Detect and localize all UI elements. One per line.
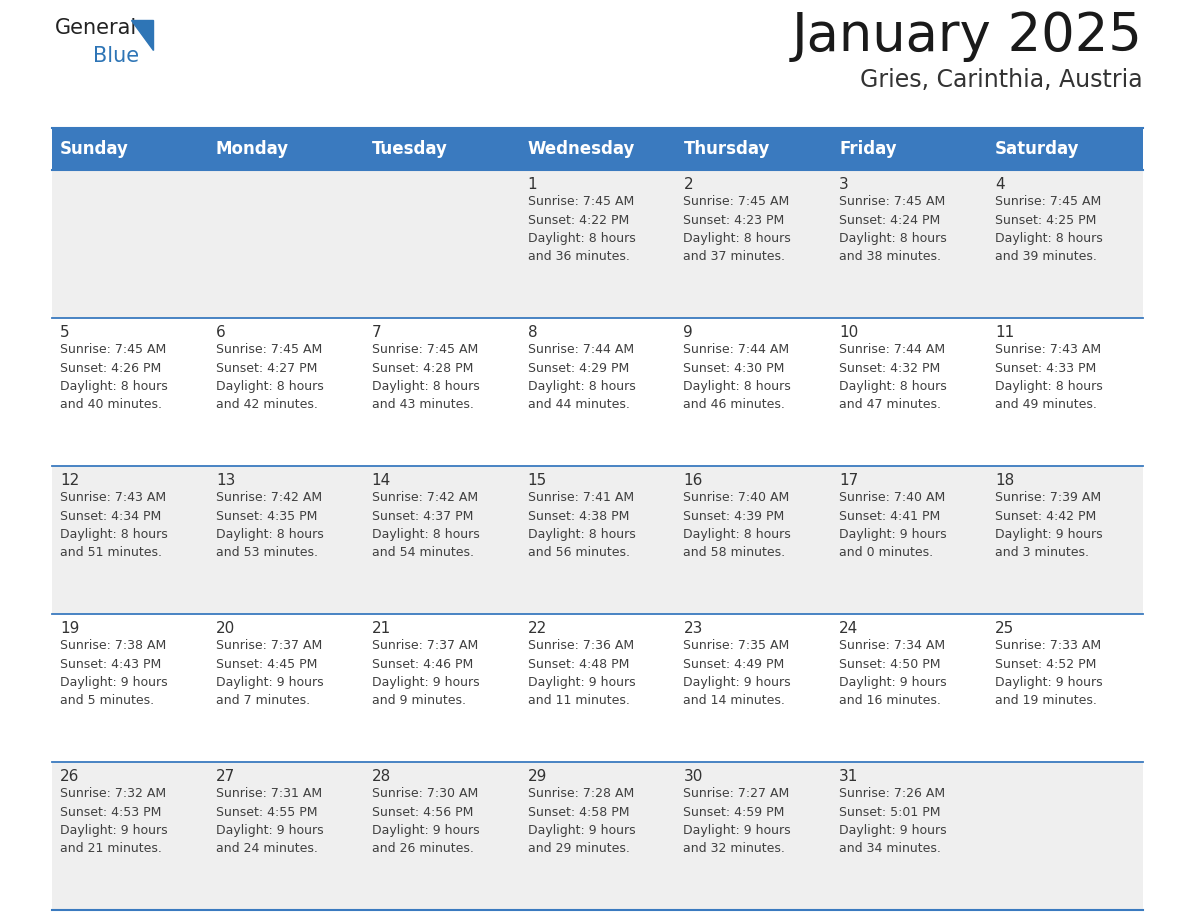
Text: Sunrise: 7:30 AM
Sunset: 4:56 PM
Daylight: 9 hours
and 26 minutes.: Sunrise: 7:30 AM Sunset: 4:56 PM Dayligh…	[372, 787, 479, 856]
Text: 20: 20	[216, 621, 235, 636]
Text: Monday: Monday	[216, 140, 289, 158]
Text: 6: 6	[216, 325, 226, 340]
Text: Sunrise: 7:41 AM
Sunset: 4:38 PM
Daylight: 8 hours
and 56 minutes.: Sunrise: 7:41 AM Sunset: 4:38 PM Dayligh…	[527, 491, 636, 559]
Text: General: General	[55, 18, 138, 38]
Text: Sunrise: 7:31 AM
Sunset: 4:55 PM
Daylight: 9 hours
and 24 minutes.: Sunrise: 7:31 AM Sunset: 4:55 PM Dayligh…	[216, 787, 323, 856]
Text: 18: 18	[996, 473, 1015, 488]
Bar	[52, 318, 1143, 466]
Text: Sunrise: 7:43 AM
Sunset: 4:34 PM
Daylight: 8 hours
and 51 minutes.: Sunrise: 7:43 AM Sunset: 4:34 PM Dayligh…	[61, 491, 168, 559]
Text: 27: 27	[216, 769, 235, 784]
Polygon shape	[131, 20, 152, 50]
Text: 8: 8	[527, 325, 537, 340]
Bar	[52, 128, 1143, 170]
Text: 24: 24	[839, 621, 859, 636]
Text: 2: 2	[683, 177, 693, 192]
Text: 16: 16	[683, 473, 703, 488]
Text: Sunrise: 7:45 AM
Sunset: 4:25 PM
Daylight: 8 hours
and 39 minutes.: Sunrise: 7:45 AM Sunset: 4:25 PM Dayligh…	[996, 195, 1102, 263]
Text: 19: 19	[61, 621, 80, 636]
Bar	[52, 762, 1143, 910]
Text: Sunrise: 7:45 AM
Sunset: 4:28 PM
Daylight: 8 hours
and 43 minutes.: Sunrise: 7:45 AM Sunset: 4:28 PM Dayligh…	[372, 343, 480, 411]
Text: 13: 13	[216, 473, 235, 488]
Text: 30: 30	[683, 769, 703, 784]
Text: Sunrise: 7:42 AM
Sunset: 4:35 PM
Daylight: 8 hours
and 53 minutes.: Sunrise: 7:42 AM Sunset: 4:35 PM Dayligh…	[216, 491, 323, 559]
Text: Sunrise: 7:34 AM
Sunset: 4:50 PM
Daylight: 9 hours
and 16 minutes.: Sunrise: 7:34 AM Sunset: 4:50 PM Dayligh…	[839, 639, 947, 708]
Text: 25: 25	[996, 621, 1015, 636]
Text: 10: 10	[839, 325, 859, 340]
Text: Friday: Friday	[839, 140, 897, 158]
Text: Sunrise: 7:45 AM
Sunset: 4:24 PM
Daylight: 8 hours
and 38 minutes.: Sunrise: 7:45 AM Sunset: 4:24 PM Dayligh…	[839, 195, 947, 263]
Text: Wednesday: Wednesday	[527, 140, 634, 158]
Text: Sunrise: 7:45 AM
Sunset: 4:22 PM
Daylight: 8 hours
and 36 minutes.: Sunrise: 7:45 AM Sunset: 4:22 PM Dayligh…	[527, 195, 636, 263]
Text: 3: 3	[839, 177, 849, 192]
Text: 26: 26	[61, 769, 80, 784]
Text: 29: 29	[527, 769, 546, 784]
Text: Sunrise: 7:37 AM
Sunset: 4:46 PM
Daylight: 9 hours
and 9 minutes.: Sunrise: 7:37 AM Sunset: 4:46 PM Dayligh…	[372, 639, 479, 708]
Text: Saturday: Saturday	[996, 140, 1080, 158]
Text: 9: 9	[683, 325, 693, 340]
Text: Sunday: Sunday	[61, 140, 128, 158]
Text: Sunrise: 7:36 AM
Sunset: 4:48 PM
Daylight: 9 hours
and 11 minutes.: Sunrise: 7:36 AM Sunset: 4:48 PM Dayligh…	[527, 639, 636, 708]
Text: Tuesday: Tuesday	[372, 140, 448, 158]
Text: Sunrise: 7:28 AM
Sunset: 4:58 PM
Daylight: 9 hours
and 29 minutes.: Sunrise: 7:28 AM Sunset: 4:58 PM Dayligh…	[527, 787, 636, 856]
Text: Sunrise: 7:40 AM
Sunset: 4:41 PM
Daylight: 9 hours
and 0 minutes.: Sunrise: 7:40 AM Sunset: 4:41 PM Dayligh…	[839, 491, 947, 559]
Bar	[52, 466, 1143, 614]
Text: 31: 31	[839, 769, 859, 784]
Text: Sunrise: 7:44 AM
Sunset: 4:29 PM
Daylight: 8 hours
and 44 minutes.: Sunrise: 7:44 AM Sunset: 4:29 PM Dayligh…	[527, 343, 636, 411]
Text: 15: 15	[527, 473, 546, 488]
Text: Thursday: Thursday	[683, 140, 770, 158]
Text: Sunrise: 7:38 AM
Sunset: 4:43 PM
Daylight: 9 hours
and 5 minutes.: Sunrise: 7:38 AM Sunset: 4:43 PM Dayligh…	[61, 639, 168, 708]
Text: Sunrise: 7:44 AM
Sunset: 4:30 PM
Daylight: 8 hours
and 46 minutes.: Sunrise: 7:44 AM Sunset: 4:30 PM Dayligh…	[683, 343, 791, 411]
Text: 23: 23	[683, 621, 703, 636]
Text: Sunrise: 7:39 AM
Sunset: 4:42 PM
Daylight: 9 hours
and 3 minutes.: Sunrise: 7:39 AM Sunset: 4:42 PM Dayligh…	[996, 491, 1102, 559]
Text: Sunrise: 7:42 AM
Sunset: 4:37 PM
Daylight: 8 hours
and 54 minutes.: Sunrise: 7:42 AM Sunset: 4:37 PM Dayligh…	[372, 491, 480, 559]
Bar	[52, 170, 1143, 318]
Text: 1: 1	[527, 177, 537, 192]
Text: 17: 17	[839, 473, 859, 488]
Text: 7: 7	[372, 325, 381, 340]
Bar	[52, 614, 1143, 762]
Text: 28: 28	[372, 769, 391, 784]
Text: Sunrise: 7:43 AM
Sunset: 4:33 PM
Daylight: 8 hours
and 49 minutes.: Sunrise: 7:43 AM Sunset: 4:33 PM Dayligh…	[996, 343, 1102, 411]
Text: 14: 14	[372, 473, 391, 488]
Text: Sunrise: 7:45 AM
Sunset: 4:27 PM
Daylight: 8 hours
and 42 minutes.: Sunrise: 7:45 AM Sunset: 4:27 PM Dayligh…	[216, 343, 323, 411]
Text: 11: 11	[996, 325, 1015, 340]
Text: 5: 5	[61, 325, 70, 340]
Text: Sunrise: 7:45 AM
Sunset: 4:23 PM
Daylight: 8 hours
and 37 minutes.: Sunrise: 7:45 AM Sunset: 4:23 PM Dayligh…	[683, 195, 791, 263]
Text: 22: 22	[527, 621, 546, 636]
Text: Sunrise: 7:37 AM
Sunset: 4:45 PM
Daylight: 9 hours
and 7 minutes.: Sunrise: 7:37 AM Sunset: 4:45 PM Dayligh…	[216, 639, 323, 708]
Text: 21: 21	[372, 621, 391, 636]
Text: 4: 4	[996, 177, 1005, 192]
Text: Sunrise: 7:35 AM
Sunset: 4:49 PM
Daylight: 9 hours
and 14 minutes.: Sunrise: 7:35 AM Sunset: 4:49 PM Dayligh…	[683, 639, 791, 708]
Text: 12: 12	[61, 473, 80, 488]
Text: Sunrise: 7:33 AM
Sunset: 4:52 PM
Daylight: 9 hours
and 19 minutes.: Sunrise: 7:33 AM Sunset: 4:52 PM Dayligh…	[996, 639, 1102, 708]
Text: Sunrise: 7:32 AM
Sunset: 4:53 PM
Daylight: 9 hours
and 21 minutes.: Sunrise: 7:32 AM Sunset: 4:53 PM Dayligh…	[61, 787, 168, 856]
Text: Sunrise: 7:40 AM
Sunset: 4:39 PM
Daylight: 8 hours
and 58 minutes.: Sunrise: 7:40 AM Sunset: 4:39 PM Dayligh…	[683, 491, 791, 559]
Text: Blue: Blue	[93, 46, 139, 66]
Text: Sunrise: 7:44 AM
Sunset: 4:32 PM
Daylight: 8 hours
and 47 minutes.: Sunrise: 7:44 AM Sunset: 4:32 PM Dayligh…	[839, 343, 947, 411]
Text: Sunrise: 7:45 AM
Sunset: 4:26 PM
Daylight: 8 hours
and 40 minutes.: Sunrise: 7:45 AM Sunset: 4:26 PM Dayligh…	[61, 343, 168, 411]
Text: Sunrise: 7:27 AM
Sunset: 4:59 PM
Daylight: 9 hours
and 32 minutes.: Sunrise: 7:27 AM Sunset: 4:59 PM Dayligh…	[683, 787, 791, 856]
Text: Sunrise: 7:26 AM
Sunset: 5:01 PM
Daylight: 9 hours
and 34 minutes.: Sunrise: 7:26 AM Sunset: 5:01 PM Dayligh…	[839, 787, 947, 856]
Text: Gries, Carinthia, Austria: Gries, Carinthia, Austria	[860, 68, 1143, 92]
Text: January 2025: January 2025	[792, 10, 1143, 62]
